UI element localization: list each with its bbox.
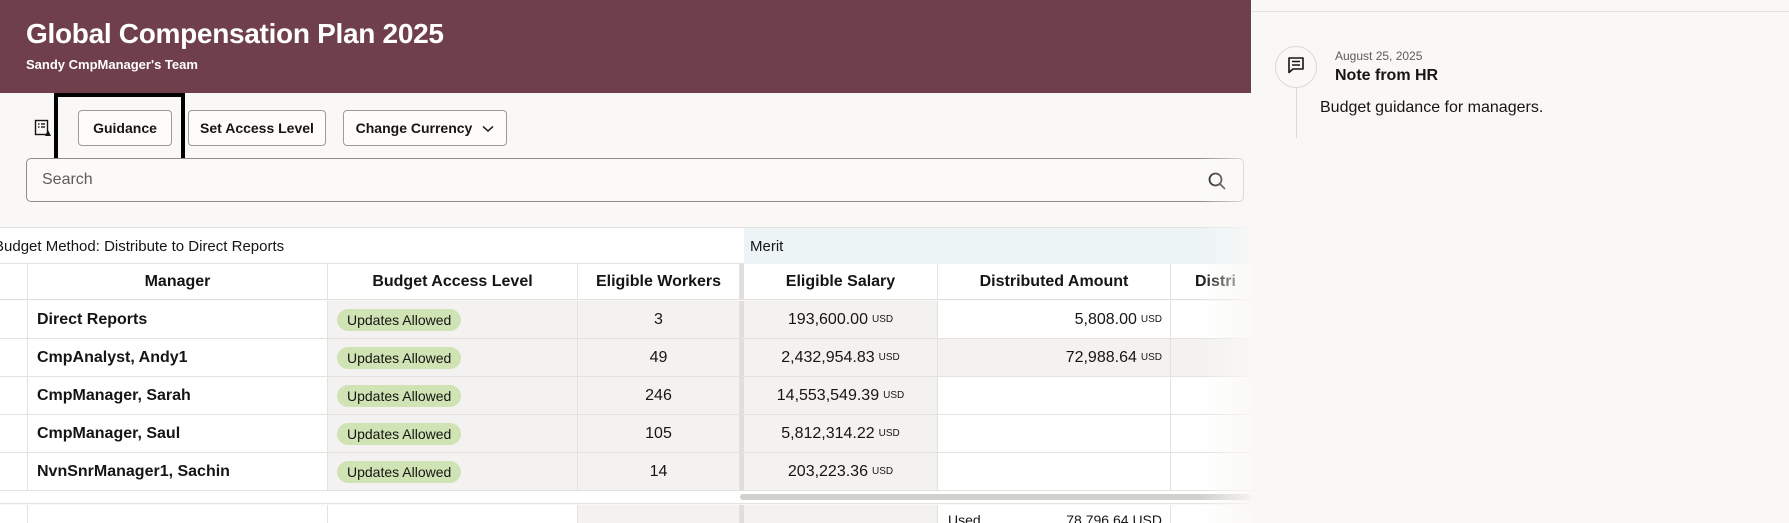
page-header: Global Compensation Plan 2025 Sandy CmpM… [0, 0, 1251, 93]
budget-access-cell: Updates Allowed [328, 339, 578, 376]
eligible-workers: 3 [578, 301, 740, 338]
note-body: Budget guidance for managers. [1320, 99, 1544, 116]
used-value: 78,796.64 USD [1066, 512, 1162, 523]
column-header-distributed-truncated[interactable]: Distri [1195, 272, 1236, 290]
group-header-merit: Merit [744, 228, 1251, 264]
eligible-workers: 246 [578, 377, 740, 414]
distributed-amount[interactable] [938, 453, 1171, 490]
eligible-workers: 105 [578, 415, 740, 452]
group-header-budget-method: Budget Method: Distribute to Direct Repo… [0, 237, 285, 255]
table-row[interactable]: NvnSnrManager1, Sachin Updates Allowed 1… [0, 453, 1251, 491]
column-header-manager[interactable]: Manager [28, 264, 328, 299]
toolbar: Guidance Set Access Level Change Currenc… [0, 108, 1251, 148]
horizontal-scrollbar[interactable] [740, 494, 1251, 500]
comment-icon [1287, 56, 1305, 79]
column-header-budget-access-level[interactable]: Budget Access Level [328, 264, 578, 299]
table-row[interactable]: Direct Reports Updates Allowed 3 193,600… [0, 301, 1251, 339]
manager-name[interactable]: NvnSnrManager1, Sachin [28, 453, 328, 490]
used-label: Used [948, 512, 981, 523]
note-icon-circle [1275, 46, 1317, 88]
column-header-eligible-salary[interactable]: Eligible Salary [744, 264, 938, 299]
column-header-row: Manager Budget Access Level Eligible Wor… [0, 264, 1251, 300]
status-badge: Updates Allowed [337, 346, 462, 369]
table-row[interactable]: CmpAnalyst, Andy1 Updates Allowed 49 2,4… [0, 339, 1251, 377]
guidance-button[interactable]: Guidance [78, 110, 172, 146]
distributed-amount[interactable]: 72,988.64 USD [938, 339, 1171, 376]
eligible-salary: 193,600.00 USD [744, 301, 938, 338]
eligible-salary: 14,553,549.39 USD [744, 377, 938, 414]
table-row[interactable]: CmpManager, Sarah Updates Allowed 246 14… [0, 377, 1251, 415]
search-icon[interactable] [1207, 171, 1227, 191]
status-badge: Updates Allowed [337, 422, 462, 445]
note-panel: August 25, 2025 Note from HR Budget guid… [1251, 0, 1789, 523]
column-header-spacer [0, 264, 28, 299]
search-field[interactable] [26, 158, 1244, 202]
change-currency-button[interactable]: Change Currency [343, 110, 507, 146]
budget-access-cell: Updates Allowed [328, 453, 578, 490]
eligible-salary: 5,812,314.22 USD [744, 415, 938, 452]
distributed-amount[interactable]: 5,808.00 USD [938, 301, 1171, 338]
eligible-workers: 14 [578, 453, 740, 490]
chevron-down-icon [482, 120, 494, 136]
manager-name[interactable]: Direct Reports [28, 301, 328, 338]
main-content: Global Compensation Plan 2025 Sandy CmpM… [0, 0, 1251, 523]
status-badge: Updates Allowed [337, 308, 462, 331]
group-header-row: Budget Method: Distribute to Direct Repo… [0, 227, 1251, 264]
search-input[interactable] [42, 159, 1192, 201]
status-badge: Updates Allowed [337, 384, 462, 407]
status-badge: Updates Allowed [337, 460, 462, 483]
budget-access-cell: Updates Allowed [328, 377, 578, 414]
change-currency-label: Change Currency [355, 120, 473, 136]
note-date: August 25, 2025 [1335, 49, 1423, 63]
used-total: Used 78,796.64 USD [938, 505, 1171, 523]
eligible-salary: 2,432,954.83 USD [744, 339, 938, 376]
budget-access-cell: Updates Allowed [328, 415, 578, 452]
report-settings-icon[interactable] [34, 119, 52, 137]
frozen-column-divider [740, 264, 744, 299]
manager-name[interactable]: CmpManager, Saul [28, 415, 328, 452]
page-title: Global Compensation Plan 2025 [26, 18, 444, 49]
timeline-line [1296, 88, 1297, 138]
set-access-level-button[interactable]: Set Access Level [188, 110, 326, 146]
manager-name[interactable]: CmpAnalyst, Andy1 [28, 339, 328, 376]
column-header-eligible-workers[interactable]: Eligible Workers [578, 264, 740, 299]
note-title: Note from HR [1335, 67, 1439, 84]
distributed-amount[interactable] [938, 415, 1171, 452]
eligible-salary: 203,223.36 USD [744, 453, 938, 490]
panel-divider [1251, 11, 1789, 12]
column-header-distributed-amount[interactable]: Distributed Amount [938, 264, 1171, 299]
table-row[interactable]: CmpManager, Saul Updates Allowed 105 5,8… [0, 415, 1251, 453]
distributed-amount[interactable] [938, 377, 1171, 414]
table-footer-row: Used 78,796.64 USD [0, 505, 1251, 523]
manager-name[interactable]: CmpManager, Sarah [28, 377, 328, 414]
eligible-workers: 49 [578, 339, 740, 376]
horizontal-scrollbar-row [0, 491, 1251, 504]
page-subtitle: Sandy CmpManager's Team [26, 57, 198, 72]
budget-access-cell: Updates Allowed [328, 301, 578, 338]
